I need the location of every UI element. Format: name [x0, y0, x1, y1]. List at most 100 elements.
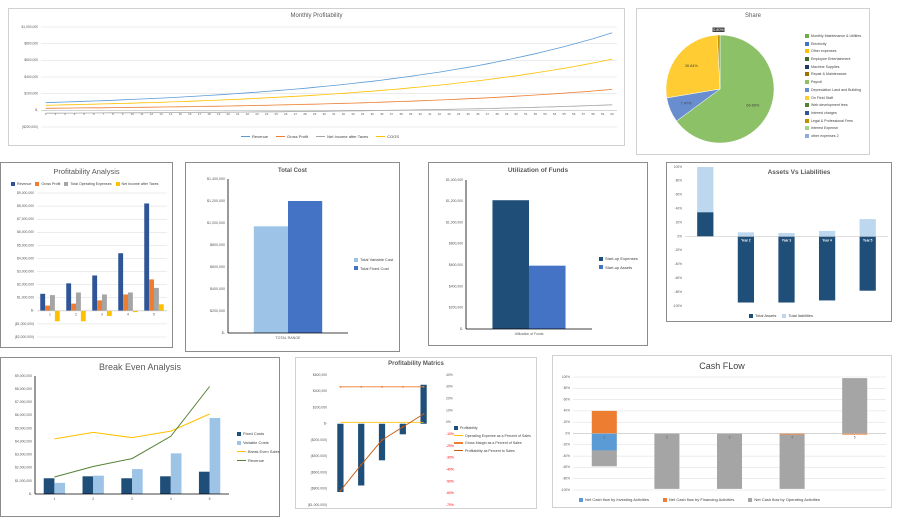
- legend-swatch: [805, 118, 809, 123]
- y-tick-label: $600,000: [210, 265, 225, 269]
- chart-canvas: $- $200,000 $400,000 $600,000 $800,000 $1,000…: [446, 178, 592, 336]
- x-tick-label: 3: [64, 112, 66, 116]
- x-tick-label: 2: [666, 435, 668, 439]
- y-tick-label: ($2,000,000): [15, 335, 34, 339]
- legend-item: Total liabilities: [782, 313, 813, 318]
- legend-item: Electricity: [805, 41, 861, 46]
- series-line: [54, 413, 210, 440]
- y-tick-label: $9,000,000: [17, 191, 34, 195]
- legend-label: Employee Entertainment: [811, 57, 851, 62]
- legend-label: Revenue: [248, 458, 265, 463]
- share-pie-chart[interactable]: Share Monthly Maintenance & Utilities Ele…: [636, 8, 870, 155]
- legend-item: Legal & Professional Fees: [805, 118, 861, 123]
- x-tick-label: 51: [524, 112, 528, 116]
- x-tick-label: 45: [467, 112, 471, 116]
- legend-swatch: [663, 497, 668, 502]
- legend-label: On Field Staff: [811, 95, 833, 100]
- line-marker: [381, 439, 383, 441]
- x-tick-label: 58: [591, 112, 595, 116]
- chart-title: Utilization of Funds: [507, 167, 569, 174]
- x-tick-label: 46: [476, 112, 480, 116]
- bar: [209, 417, 221, 494]
- x-tick-label: Utilization of Funds: [515, 332, 544, 336]
- bar: [132, 469, 143, 494]
- chart-title: Profitability Matrics: [388, 361, 444, 367]
- legend-label: Monthly Maintenance & Utilities: [811, 34, 862, 38]
- chart-legend: Monthly Maintenance & Utilities Electrici…: [805, 34, 861, 138]
- y-tick-label: $1,000,000: [21, 25, 38, 29]
- x-tick-label: 1: [45, 112, 47, 116]
- x-tick-label: 40: [419, 112, 423, 116]
- x-tick-label: 47: [486, 112, 490, 116]
- y2-tick-label: -30%: [446, 456, 454, 460]
- legend-label: COGS: [387, 134, 399, 139]
- y-tick-label: $4,000,000: [15, 439, 32, 443]
- legend-label: Gross Margin as a Percent of Sales: [465, 441, 522, 445]
- y2-tick-label: 20%: [446, 397, 453, 401]
- x-tick-label: 44: [457, 112, 461, 116]
- series-line: [54, 386, 210, 478]
- x-tick-label: 26: [284, 112, 288, 116]
- y-tick-label: $8,000,000: [17, 204, 34, 208]
- profitability-analysis-chart[interactable]: Profitability Analysis Revenue Gross Prof…: [0, 162, 173, 348]
- legend-label: Break Even Sales: [248, 449, 280, 454]
- y2-tick-label: -70%: [446, 503, 454, 507]
- y-tick-label: $800,000: [449, 242, 463, 246]
- bar: [842, 433, 868, 435]
- legend-item: Other expenses: [805, 49, 861, 54]
- legend-item: On Field Staff: [805, 95, 861, 100]
- legend-item: Total Variable Cost: [354, 257, 393, 262]
- monthly-profitability-chart[interactable]: Monthly Profitability Revenue Gross Profi…: [8, 8, 625, 146]
- break-even-analysis-chart[interactable]: Break Even Analysis Fixed Costs Variable …: [0, 357, 280, 517]
- y-tick-label: $1,200,000: [207, 199, 225, 203]
- legend-swatch: [237, 450, 246, 453]
- bar: [80, 310, 86, 322]
- cash-flow-chart[interactable]: Cash FLow Net Cash flow by Investing Act…: [552, 355, 892, 508]
- legend-swatch: [454, 434, 463, 437]
- legend-item: Operating Expense as a Percent of Sales: [454, 434, 531, 438]
- y2-tick-label: 30%: [446, 385, 453, 389]
- x-tick-label: 27: [294, 112, 298, 116]
- legend-swatch: [376, 135, 386, 138]
- legend-item: Web development fees: [805, 103, 861, 108]
- y-tick-label: 40%: [564, 409, 571, 413]
- legend-label: Start-up Assets: [605, 264, 633, 270]
- x-tick-label: 2: [75, 313, 77, 317]
- y2-tick-label: 40%: [446, 373, 453, 377]
- total-cost-chart[interactable]: Total Cost Total Variable Cost Total Fixe…: [185, 162, 400, 352]
- x-tick-label: 5: [854, 435, 856, 439]
- y-tick-label: $7,000,000: [17, 217, 34, 221]
- x-tick-label: 12: [150, 112, 154, 116]
- y-tick-label: $8,000,000: [15, 387, 32, 391]
- bar: [778, 236, 795, 303]
- y-tick-label: $1,000,000: [207, 221, 225, 225]
- legend-item: Total Operating Expenses: [64, 182, 112, 186]
- bar: [337, 423, 344, 492]
- profitability-metrics-chart[interactable]: Profitability Matrics Profitability Opera…: [295, 357, 537, 509]
- legend-item: Revenue: [241, 134, 268, 139]
- y-tick-label: $200,000: [313, 405, 327, 409]
- bar: [697, 167, 714, 213]
- x-tick-label: 15: [179, 112, 183, 116]
- legend-swatch: [237, 459, 246, 462]
- chart-canvas: $- $200,000 $400,000 $600,000 $800,000 $1,000…: [207, 177, 348, 340]
- legend-item: Net Income after Taxes: [316, 134, 368, 139]
- y-tick-label: $4,000,000: [17, 256, 34, 260]
- y-tick-label: -20%: [563, 443, 571, 447]
- y-tick-label: $1,000,000: [15, 479, 32, 483]
- utilization-of-funds-chart[interactable]: Utilization of Funds Start-up Expenses St…: [428, 162, 648, 346]
- y-tick-label: 80%: [564, 386, 571, 390]
- line-marker: [339, 489, 342, 492]
- y-tick-label: -80%: [563, 477, 571, 481]
- legend-label: Interest charges: [811, 110, 837, 115]
- y2-tick-label: -10%: [446, 432, 454, 436]
- chart-legend: Revenue Gross Profit Net Income after Taxe…: [241, 134, 399, 139]
- legend-label: Profitability as Percent to Sales: [465, 448, 515, 453]
- line-marker: [360, 463, 363, 466]
- legend-item: Net Cash flow by Financing Activities: [663, 497, 734, 502]
- assets-vs-liabilities-chart[interactable]: Assets Vs Liabilities Total Assets Total …: [666, 162, 892, 322]
- chart-legend: Total Variable Cost Total Fixed Cost: [354, 257, 393, 271]
- y-tick-label: $800,000: [24, 42, 38, 46]
- legend-label: Total Operating Expenses: [70, 182, 112, 186]
- x-tick-label: 3: [101, 313, 103, 317]
